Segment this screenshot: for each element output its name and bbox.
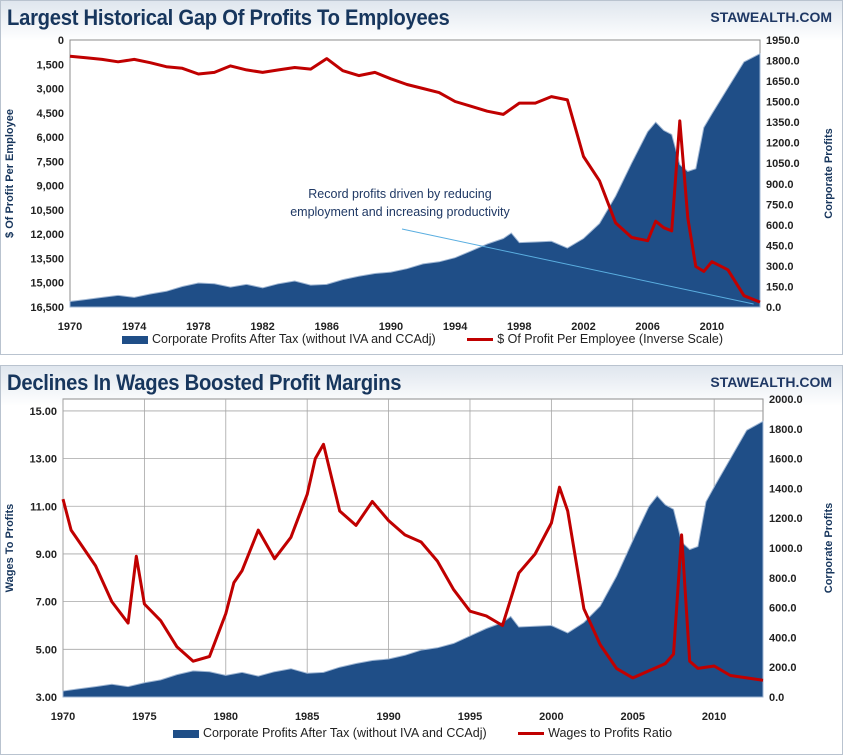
- bottom-chart-legend: Corporate Profits After Tax (without IVA…: [1, 726, 843, 740]
- bottom-x-tick-label: 1990: [376, 711, 400, 723]
- bottom-left-tick-label: 3.00: [36, 692, 57, 704]
- top-left-tick-label: 15,000: [30, 278, 64, 290]
- bottom-x-tick-label: 1995: [458, 711, 482, 723]
- top-right-tick-label: 900.0: [766, 179, 794, 191]
- bottom-left-tick-label: 7.00: [36, 597, 57, 609]
- top-right-tick-label: 0.0: [766, 302, 781, 314]
- top-right-tick-label: 1350.0: [766, 117, 800, 129]
- bottom-ratio-line: [61, 442, 764, 682]
- bottom-left-tick-label: 5.00: [36, 644, 57, 656]
- bottom-x-tick-label: 1985: [295, 711, 319, 723]
- bottom-left-tick-label: 15.00: [29, 406, 57, 418]
- top-x-tick-label: 2006: [635, 321, 659, 333]
- top-annotation-arrow: [401, 228, 754, 305]
- top-chart-legend: Corporate Profits After Tax (without IVA…: [1, 332, 843, 346]
- top-annotation-line1: Record profits driven by reducing: [308, 187, 491, 201]
- top-right-tick-label: 1800.0: [766, 56, 800, 68]
- top-left-tick-label: 7,500: [36, 156, 64, 168]
- top-right-tick-label: 1050.0: [766, 158, 800, 170]
- top-left-axis-title: $ Of Profit Per Employee: [4, 109, 16, 238]
- top-right-tick-label: 750.0: [766, 199, 794, 211]
- bottom-legend-area-label: Corporate Profits After Tax (without IVA…: [202, 726, 487, 740]
- top-chart-title: Largest Historical Gap Of Profits To Emp…: [7, 5, 450, 30]
- bottom-right-tick-label: 1800.0: [769, 424, 803, 436]
- top-legend-line-label: $ Of Profit Per Employee (Inverse Scale): [497, 332, 723, 346]
- top-left-tick-label: 10,500: [30, 205, 64, 217]
- top-left-tick-label: 9,000: [36, 181, 64, 193]
- bottom-right-tick-label: 0.0: [769, 692, 784, 704]
- bottom-legend-area-item: Corporate Profits After Tax (without IVA…: [172, 726, 487, 740]
- bottom-profits-area: [62, 420, 764, 698]
- bottom-legend-line-item: Wages to Profits Ratio: [518, 726, 672, 740]
- bottom-x-tick-label: 1975: [132, 711, 156, 723]
- top-left-tick-label: 16,500: [30, 302, 64, 314]
- bottom-x-tick-label: 2000: [539, 711, 563, 723]
- top-legend-area-swatch: [122, 335, 149, 344]
- top-annotation-line2: employment and increasing productivity: [290, 205, 510, 219]
- bottom-right-tick-label: 1400.0: [769, 483, 803, 495]
- top-left-tick-label: 12,000: [30, 229, 64, 241]
- top-x-tick-label: 2010: [700, 321, 724, 333]
- bottom-right-tick-label: 1200.0: [769, 513, 803, 525]
- bottom-right-tick-label: 200.0: [769, 662, 797, 674]
- bottom-chart-brand: STAWEALTH.COM: [710, 374, 832, 390]
- top-legend-line-item: $ Of Profit Per Employee (Inverse Scale): [467, 332, 723, 346]
- bottom-right-axis-title: Corporate Profits: [823, 503, 835, 593]
- top-right-axis-title: Corporate Profits: [823, 128, 835, 218]
- bottom-right-tick-label: 400.0: [769, 632, 797, 644]
- bottom-right-tick-label: 800.0: [769, 573, 797, 585]
- top-right-tick-label: 1650.0: [766, 76, 800, 88]
- top-right-tick-label: 600.0: [766, 220, 794, 232]
- top-left-tick-label: 0: [58, 35, 64, 47]
- top-x-tick-label: 1974: [122, 321, 147, 333]
- top-left-tick-label: 4,500: [36, 108, 64, 120]
- top-right-tick-label: 150.0: [766, 281, 794, 293]
- bottom-left-tick-label: 9.00: [36, 549, 57, 561]
- bottom-left-tick-label: 11.00: [30, 501, 57, 513]
- top-legend-line-swatch: [467, 338, 494, 342]
- top-right-tick-label: 450.0: [766, 240, 794, 252]
- bottom-x-tick-label: 1980: [214, 711, 238, 723]
- top-right-tick-label: 1500.0: [766, 97, 800, 109]
- bottom-right-tick-label: 2000.0: [769, 394, 803, 406]
- bottom-legend-area-swatch: [172, 729, 199, 738]
- bottom-left-tick-label: 13.00: [29, 454, 57, 466]
- bottom-x-tick-label: 2005: [621, 711, 645, 723]
- bottom-legend-line-swatch: [518, 732, 545, 736]
- top-left-tick-label: 3,000: [36, 84, 64, 96]
- bottom-x-tick-label: 2010: [702, 711, 726, 723]
- top-x-tick-label: 1970: [58, 321, 82, 333]
- top-x-tick-label: 2002: [571, 321, 595, 333]
- top-x-tick-label: 1982: [250, 321, 274, 333]
- top-right-tick-label: 300.0: [766, 261, 794, 273]
- top-legend-area-item: Corporate Profits After Tax (without IVA…: [122, 332, 436, 346]
- bottom-left-axis-title: Wages To Profits: [4, 504, 16, 593]
- top-left-tick-label: 1,500: [36, 59, 64, 71]
- top-x-tick-label: 1990: [379, 321, 403, 333]
- top-x-tick-label: 1986: [315, 321, 339, 333]
- top-left-tick-label: 13,500: [30, 253, 64, 265]
- bottom-right-tick-label: 1000.0: [769, 543, 803, 555]
- bottom-right-tick-label: 1600.0: [769, 454, 803, 466]
- top-ratio-line: [69, 54, 761, 304]
- top-chart-brand: STAWEALTH.COM: [710, 9, 832, 25]
- bottom-chart-title: Declines In Wages Boosted Profit Margins: [7, 370, 402, 395]
- top-right-tick-label: 1200.0: [766, 138, 800, 150]
- top-legend-area-label: Corporate Profits After Tax (without IVA…: [152, 332, 436, 346]
- bottom-legend-line-label: Wages to Profits Ratio: [548, 726, 673, 740]
- bottom-right-tick-label: 600.0: [769, 603, 797, 615]
- bottom-x-tick-label: 1970: [51, 711, 75, 723]
- top-x-tick-label: 1994: [443, 321, 468, 333]
- top-right-tick-label: 1950.0: [766, 35, 800, 47]
- top-left-tick-label: 6,000: [36, 132, 64, 144]
- top-x-tick-label: 1978: [186, 321, 210, 333]
- top-x-tick-label: 1998: [507, 321, 531, 333]
